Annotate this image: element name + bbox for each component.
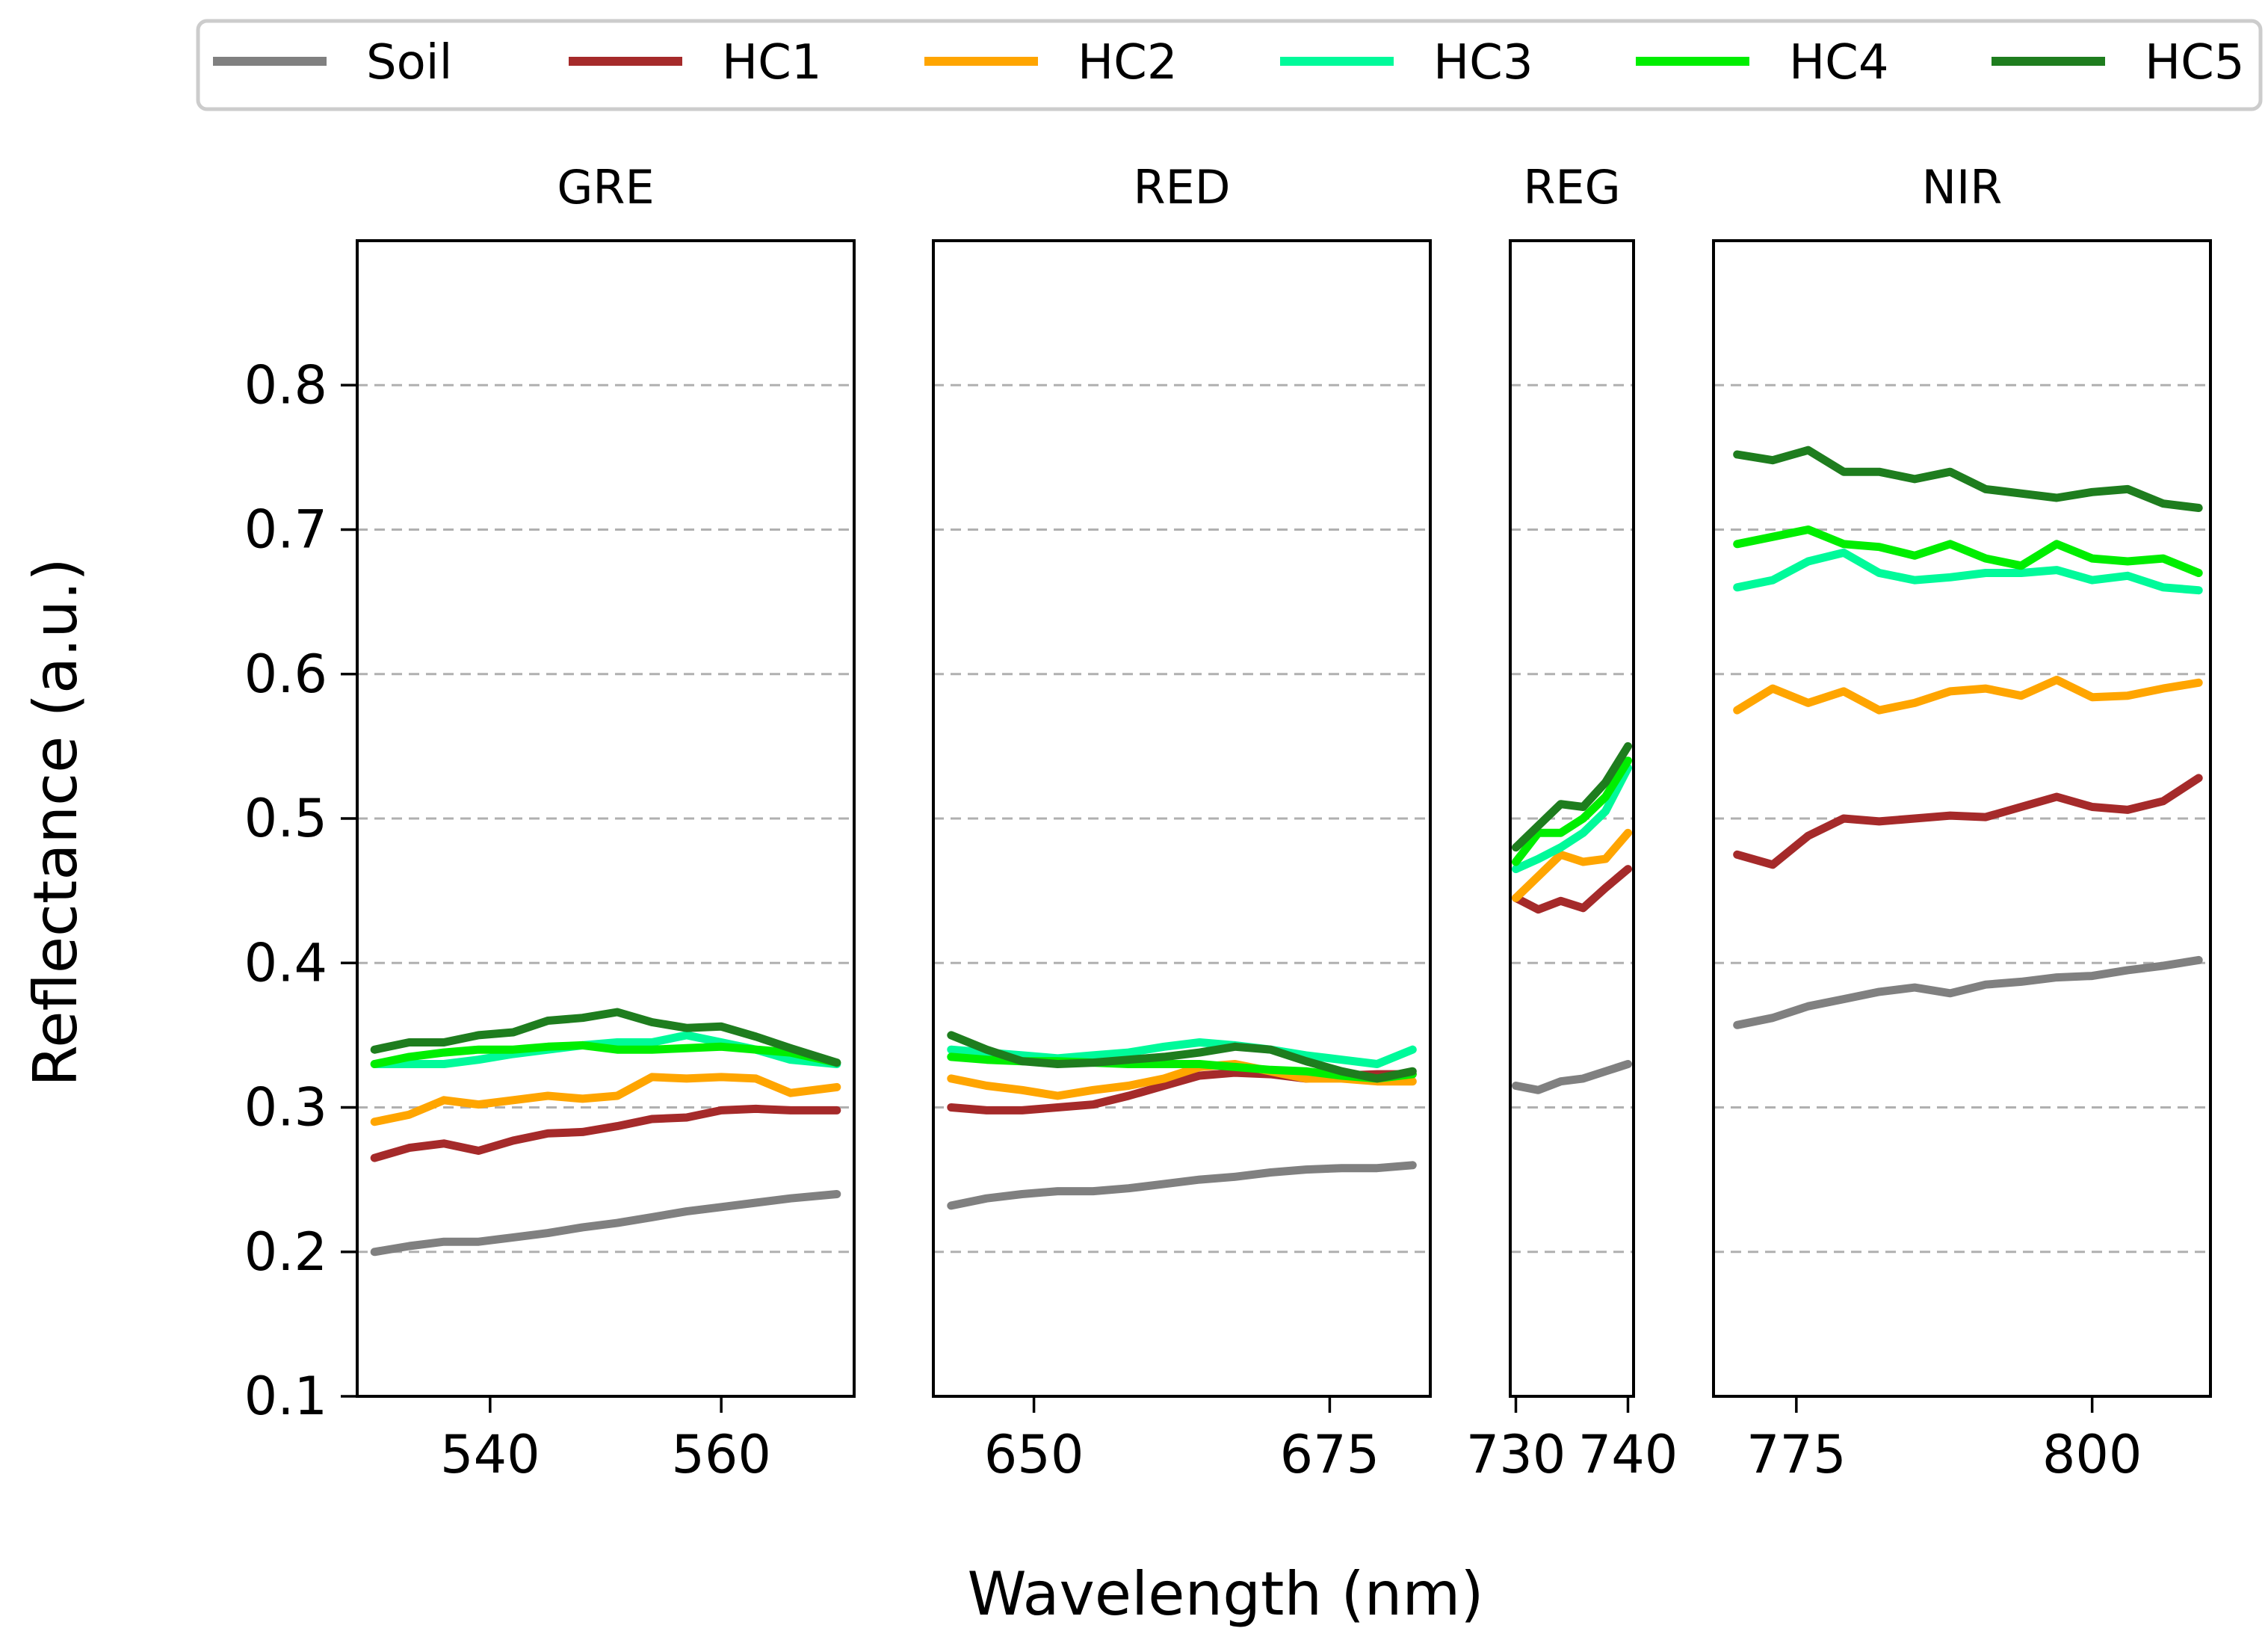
- panel-title-red: RED: [1134, 160, 1231, 215]
- series-line-soil-red: [947, 1161, 1417, 1210]
- legend: Soil HC1 HC2 HC3 HC4 HC5: [196, 19, 2263, 111]
- y-tick-label: 0.5: [244, 788, 327, 849]
- y-axis-label: Reflectance (a.u.): [21, 558, 90, 1087]
- panel-frame-red: [932, 239, 1432, 1398]
- panel-title-reg: REG: [1523, 160, 1620, 215]
- x-tick-label-nir: 775: [1746, 1424, 1847, 1485]
- series-line-soil-gre: [370, 1190, 841, 1257]
- legend-frame: [196, 19, 2263, 111]
- y-tick-label: 0.7: [244, 499, 327, 561]
- series-line-hc4-gre: [370, 1041, 841, 1068]
- legend-label-soil: Soil: [366, 35, 452, 90]
- series-line-hc2-nir: [1733, 676, 2203, 715]
- x-tick-label-reg: 730: [1466, 1424, 1566, 1485]
- series-line-hc3-reg: [1512, 763, 1632, 874]
- x-tick-label-gre: 540: [440, 1424, 540, 1485]
- legend-label-hc3: HC3: [1433, 35, 1533, 90]
- panel-frame-nir: [1712, 239, 2212, 1398]
- panel-frame-reg: [1509, 239, 1635, 1398]
- series-line-soil-reg: [1512, 1060, 1632, 1094]
- series-line-hc1-nir: [1733, 774, 2203, 869]
- series-line-hc1-reg: [1512, 865, 1632, 914]
- x-tick-label-red: 675: [1280, 1424, 1380, 1485]
- y-tick-label: 0.2: [244, 1221, 327, 1283]
- x-tick-label-red: 650: [984, 1424, 1084, 1485]
- series-line-hc4-nir: [1733, 525, 2203, 577]
- series-line-hc5-red: [947, 1031, 1417, 1083]
- legend-label-hc1: HC1: [722, 35, 822, 90]
- series-line-hc5-gre: [370, 1008, 841, 1067]
- x-tick-label-gre: 560: [671, 1424, 771, 1485]
- series-line-hc5-reg: [1512, 742, 1632, 852]
- series-line-hc2-reg: [1512, 828, 1632, 902]
- x-tick-label-reg: 740: [1578, 1424, 1678, 1485]
- series-line-hc3-nir: [1733, 548, 2203, 595]
- series-lines: [370, 446, 2203, 1257]
- series-line-hc2-gre: [370, 1073, 841, 1126]
- axis-ticks: [341, 383, 2094, 1413]
- legend-label-hc5: HC5: [2145, 35, 2245, 90]
- y-tick-label: 0.4: [244, 932, 327, 993]
- y-tick-label: 0.8: [244, 354, 327, 416]
- series-line-hc5-nir: [1733, 446, 2203, 512]
- grid-lines: [357, 383, 2210, 1254]
- axis-text: Wavelength (nm) Reflectance (a.u.) 0.1 0.…: [21, 160, 2142, 1629]
- series-line-soil-nir: [1733, 955, 2203, 1029]
- y-tick-label: 0.3: [244, 1077, 327, 1138]
- y-tick-label: 0.1: [244, 1366, 327, 1427]
- panel-title-gre: GRE: [557, 160, 654, 215]
- legend-label-hc4: HC4: [1789, 35, 1889, 90]
- panel-title-nir: NIR: [1922, 160, 2003, 215]
- y-tick-label: 0.6: [244, 644, 327, 705]
- series-line-hc3-red: [947, 1038, 1417, 1068]
- series-line-hc4-reg: [1512, 756, 1632, 866]
- x-axis-label: Wavelength (nm): [967, 1559, 1483, 1629]
- series-line-hc1-gre: [370, 1104, 841, 1162]
- legend-label-hc2: HC2: [1078, 35, 1178, 90]
- x-tick-label-nir: 800: [2042, 1424, 2142, 1485]
